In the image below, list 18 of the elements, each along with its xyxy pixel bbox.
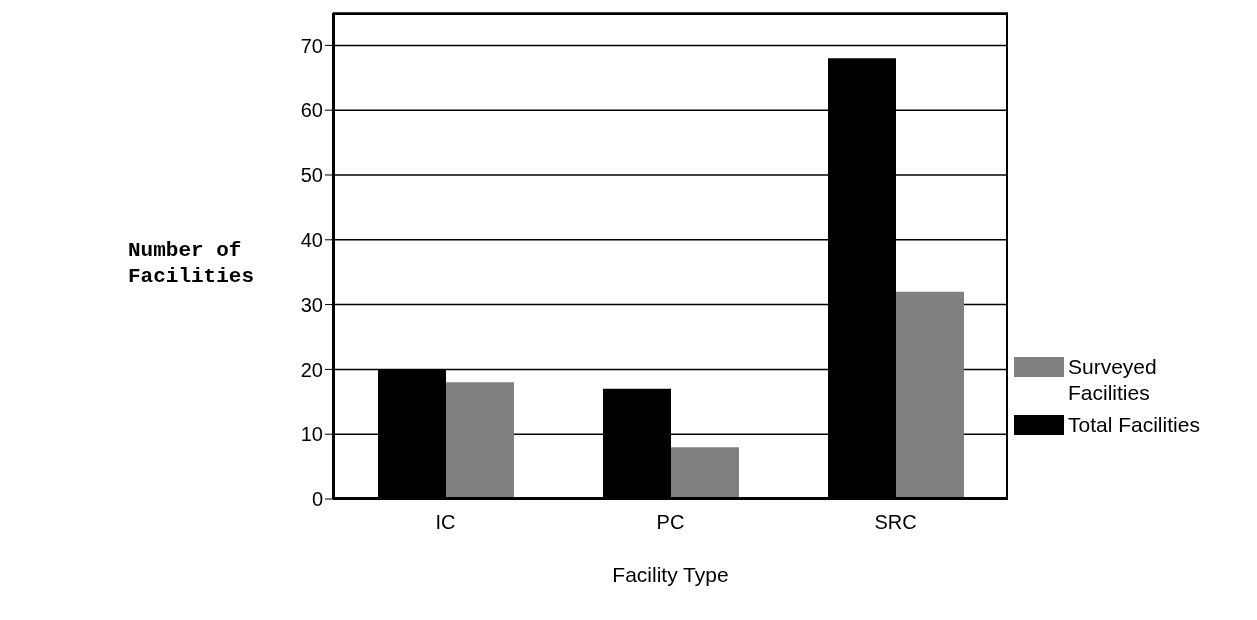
y-tick-label: 70 [300,34,323,57]
y-tick-label: 30 [300,293,323,316]
x-tick-label: IC [435,511,456,534]
y-tick-label: 50 [300,164,323,187]
y-tick-label: 40 [300,228,323,251]
y-axis-title: Number of Facilities [128,238,256,290]
legend-label: Surveyed Facilities [1068,354,1158,406]
x-axis-title: Facility Type [611,563,730,587]
x-tick-label: PC [656,511,685,534]
y-tick-label: 10 [300,423,323,446]
y-tick-label: 0 [311,488,323,511]
bar [671,447,739,499]
bar [446,382,514,499]
y-tick-label: 60 [300,99,323,122]
legend-label: Total Facilities [1068,412,1201,438]
y-tick-label: 20 [300,358,323,381]
bar [896,291,964,499]
x-tick-label: SRC [874,511,917,534]
